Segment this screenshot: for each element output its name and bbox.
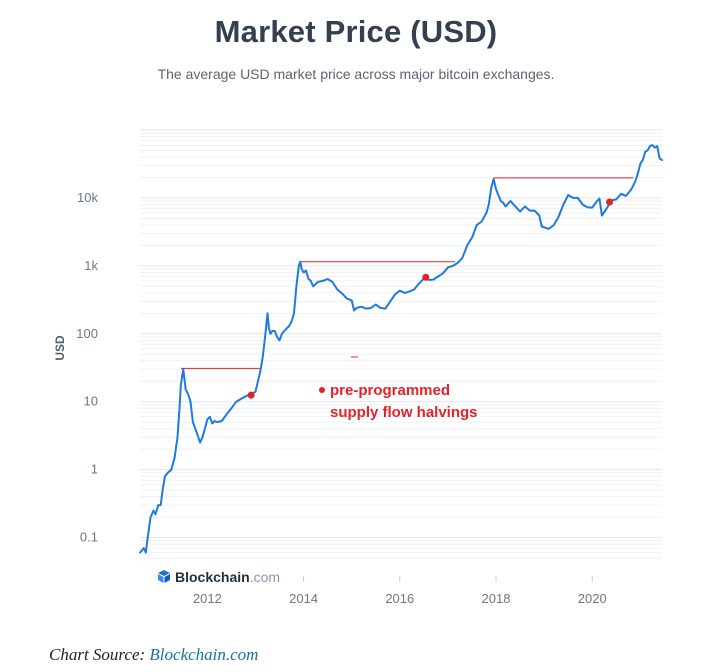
x-tick-label: 2014 [289, 591, 318, 606]
halving-marker [606, 198, 614, 206]
chart-subtitle: The average USD market price across majo… [157, 66, 555, 82]
x-tick-label: 2012 [193, 591, 222, 606]
x-tick-label: 2016 [385, 591, 414, 606]
watermark-text: Blockchain.com [175, 569, 280, 585]
x-tick-label: 2020 [578, 591, 607, 606]
y-tick-label: 0.1 [80, 530, 98, 545]
price-series-line [139, 144, 663, 554]
annotation-line2: supply flow halvings [330, 404, 478, 421]
source-label: Chart Source: [49, 645, 146, 664]
blockchain-logo-icon [158, 570, 170, 583]
halving-peak-lines [180, 177, 634, 369]
chart-title: Market Price (USD) [214, 14, 498, 49]
y-tick-label: 1k [84, 258, 98, 273]
chart-source: Chart Source: Blockchain.com [49, 645, 258, 665]
watermark-suffix: .com [250, 569, 280, 585]
y-axis-ticks: 0.1 1 10 100 1k 10k [76, 190, 98, 545]
halving-marker [422, 273, 430, 281]
halving-markers [247, 198, 614, 399]
y-tick-label: 10 [84, 394, 98, 409]
watermark-name: Blockchain [175, 569, 250, 585]
x-tick-label: 2018 [482, 591, 511, 606]
halving-marker [247, 391, 255, 399]
gridlines [140, 129, 662, 559]
y-axis-label: USD [53, 335, 67, 361]
x-axis-ticks: 2012 2014 2016 2018 2020 [193, 576, 607, 606]
y-tick-label: 100 [76, 326, 98, 341]
source-link[interactable]: Blockchain.com [149, 645, 259, 664]
annotation-bullet-icon [319, 387, 325, 393]
y-tick-label: 1 [91, 462, 98, 477]
y-tick-label: 10k [77, 190, 98, 205]
annotation-line1: pre-programmed [330, 382, 450, 399]
